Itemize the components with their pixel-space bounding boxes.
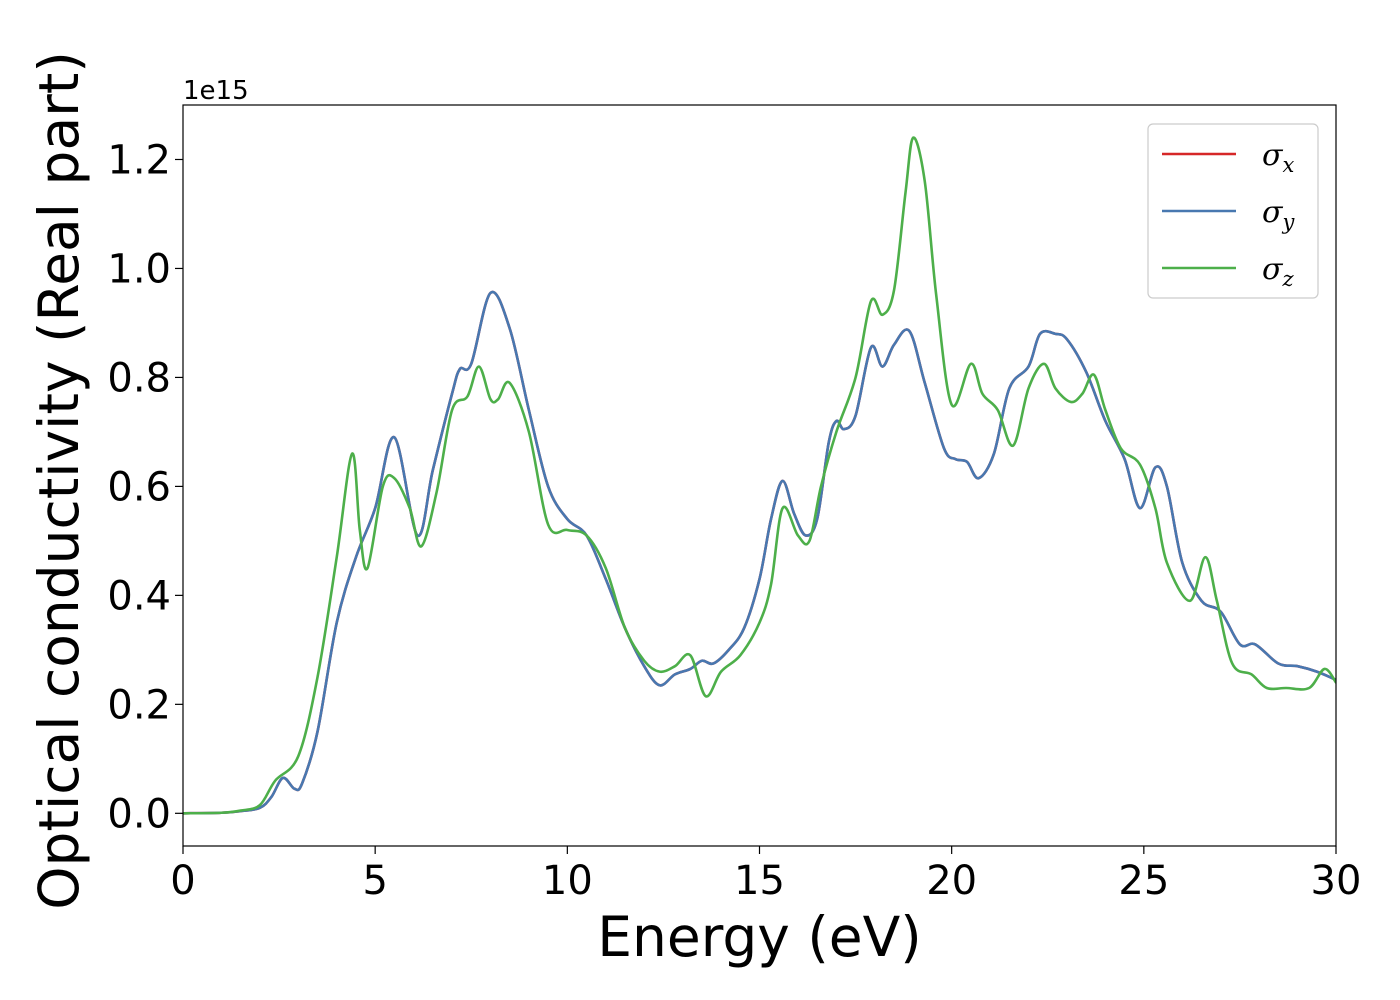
y-tick-label: 0.8 [107,355,171,401]
x-tick-label: 15 [734,858,785,904]
legend: σx σy σz [1147,123,1319,299]
y-axis-label: Optical conductivity (Real part) [27,51,91,910]
y-tick-label: 0.2 [107,682,171,728]
x-tick-label: 25 [1118,858,1169,904]
x-tick-label: 5 [362,858,387,904]
legend-label-z: σz [1262,252,1294,291]
x-axis-label: Energy (eV) [597,905,921,969]
x-tick-label: 0 [170,858,195,904]
x-tick-label: 20 [926,858,977,904]
series-lines [183,136,1336,815]
y-tick-label: 1.0 [107,246,171,292]
x-tick-label: 30 [1311,858,1362,904]
y-axis: 0.0 0.2 0.4 0.6 0.8 1.0 1.2 [107,137,183,837]
series-line-z [183,136,1336,815]
legend-label-y: σy [1262,195,1295,234]
y-tick-label: 1.2 [107,137,171,183]
legend-label-x: σx [1262,138,1294,177]
y-tick-label: 0.4 [107,573,171,619]
y-tick-label: 0.0 [107,791,171,837]
y-tick-label: 0.6 [107,464,171,510]
x-tick-label: 10 [542,858,593,904]
y-axis-offset-text: 1e15 [183,76,249,106]
x-axis: 0 5 10 15 20 25 30 [170,846,1361,904]
